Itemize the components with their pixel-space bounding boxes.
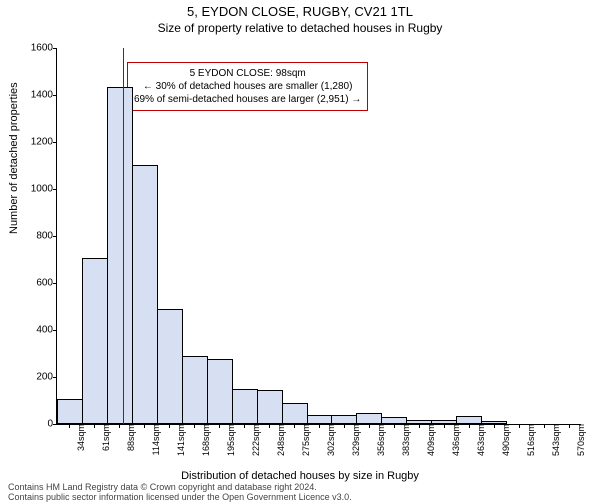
histogram-bar <box>82 258 108 425</box>
x-tick-label: 543sqm <box>547 424 561 456</box>
x-tick-label: 356sqm <box>372 424 386 456</box>
y-tick-mark <box>53 424 57 425</box>
x-tick-label: 114sqm <box>147 424 161 455</box>
x-tick-mark <box>419 424 420 428</box>
x-tick-mark <box>94 424 95 428</box>
x-tick-mark <box>519 424 520 428</box>
histogram-bar <box>456 416 482 424</box>
x-axis-label: Distribution of detached houses by size … <box>0 470 600 482</box>
histogram-bar <box>107 87 133 424</box>
histogram-bar <box>207 359 233 424</box>
x-tick-label: 436sqm <box>447 424 461 456</box>
x-tick-mark <box>294 424 295 428</box>
y-tick-mark <box>53 189 57 190</box>
x-tick-mark <box>544 424 545 428</box>
histogram-bar <box>132 165 158 424</box>
chart-container: 5, EYDON CLOSE, RUGBY, CV21 1TL Size of … <box>0 4 600 504</box>
reference-line <box>123 48 124 424</box>
histogram-bar <box>381 417 407 424</box>
x-tick-label: 248sqm <box>272 424 286 456</box>
footnote: Contains HM Land Registry data © Crown c… <box>8 482 352 502</box>
x-tick-mark <box>269 424 270 428</box>
x-tick-label: 141sqm <box>172 424 186 456</box>
y-tick-mark <box>53 236 57 237</box>
chart-title: 5, EYDON CLOSE, RUGBY, CV21 1TL <box>0 4 600 19</box>
y-tick-mark <box>53 283 57 284</box>
x-tick-mark <box>444 424 445 428</box>
chart-subtitle: Size of property relative to detached ho… <box>0 21 600 35</box>
x-tick-label: 34sqm <box>72 424 86 451</box>
histogram-bar <box>257 390 283 424</box>
y-tick-mark <box>53 142 57 143</box>
info-box-line2: ← 30% of detached houses are smaller (1,… <box>134 80 361 93</box>
x-tick-label: 490sqm <box>497 424 511 456</box>
info-box: 5 EYDON CLOSE: 98sqm ← 30% of detached h… <box>127 62 368 111</box>
x-tick-label: 88sqm <box>122 424 136 451</box>
x-tick-mark <box>369 424 370 428</box>
y-tick-mark <box>53 48 57 49</box>
y-tick-mark <box>53 377 57 378</box>
x-tick-label: 570sqm <box>572 424 586 456</box>
info-box-line3: 69% of semi-detached houses are larger (… <box>134 93 361 106</box>
x-tick-label: 61sqm <box>97 424 111 451</box>
x-tick-label: 168sqm <box>197 424 211 456</box>
plot-area: 5 EYDON CLOSE: 98sqm ← 30% of detached h… <box>56 48 581 425</box>
x-tick-mark <box>194 424 195 428</box>
histogram-bar <box>232 389 258 424</box>
x-tick-label: 195sqm <box>222 424 236 456</box>
x-tick-mark <box>394 424 395 428</box>
x-tick-mark <box>69 424 70 428</box>
x-tick-mark <box>244 424 245 428</box>
y-axis-label: Number of detached properties <box>8 82 20 234</box>
info-box-line1: 5 EYDON CLOSE: 98sqm <box>134 67 361 80</box>
y-tick-mark <box>53 95 57 96</box>
x-tick-mark <box>319 424 320 428</box>
x-tick-mark <box>169 424 170 428</box>
x-tick-label: 222sqm <box>247 424 261 456</box>
x-tick-mark <box>219 424 220 428</box>
y-tick-mark <box>53 330 57 331</box>
x-tick-label: 275sqm <box>297 424 311 456</box>
x-tick-mark <box>144 424 145 428</box>
x-tick-label: 329sqm <box>347 424 361 456</box>
x-tick-label: 516sqm <box>522 424 536 456</box>
histogram-bar <box>282 403 308 424</box>
x-tick-label: 409sqm <box>422 424 436 456</box>
x-tick-label: 302sqm <box>322 424 336 456</box>
x-tick-mark <box>569 424 570 428</box>
x-tick-label: 463sqm <box>472 424 486 456</box>
x-tick-mark <box>469 424 470 428</box>
x-tick-mark <box>119 424 120 428</box>
x-tick-label: 383sqm <box>397 424 411 456</box>
histogram-bar <box>157 309 183 424</box>
histogram-bar <box>331 415 357 424</box>
histogram-bar <box>57 399 83 425</box>
x-tick-mark <box>344 424 345 428</box>
histogram-bar <box>182 356 208 424</box>
x-tick-mark <box>494 424 495 428</box>
histogram-bar <box>356 413 382 424</box>
histogram-bar <box>307 415 333 424</box>
